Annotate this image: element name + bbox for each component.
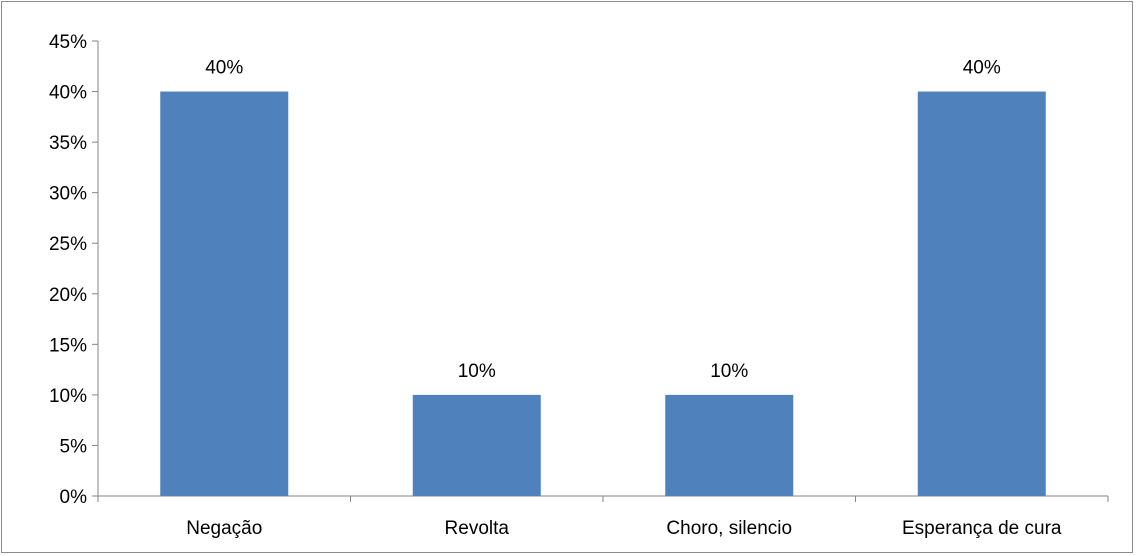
y-tick-label: 0% bbox=[60, 487, 88, 508]
y-tick-label: 20% bbox=[49, 285, 87, 306]
x-category-label: Choro, silencio bbox=[666, 518, 792, 539]
x-category-label: Negação bbox=[186, 518, 262, 539]
x-axis: Negação Revolta Choro, silencio Esperança d… bbox=[97, 495, 1109, 539]
bar bbox=[665, 394, 794, 496]
bar bbox=[412, 394, 541, 496]
bar bbox=[917, 91, 1046, 497]
bar-value-label: 40% bbox=[205, 58, 243, 79]
y-tick-label: 30% bbox=[49, 184, 87, 205]
x-category-label: Revolta bbox=[445, 518, 510, 539]
bar-value-label: 10% bbox=[458, 361, 496, 382]
y-tick-label: 15% bbox=[49, 335, 87, 356]
bar bbox=[160, 91, 289, 497]
x-category-label: Esperança de cura bbox=[902, 518, 1062, 539]
bar-value-label: 40% bbox=[963, 58, 1001, 79]
y-axis: 0% 5% 10% 15% 20% 25% 30% 35% 40% 45% bbox=[49, 32, 99, 508]
bar-value-label: 10% bbox=[710, 361, 748, 382]
y-tick-label: 5% bbox=[60, 436, 88, 457]
y-tick-label: 35% bbox=[49, 133, 87, 154]
y-tick-label: 10% bbox=[49, 386, 87, 407]
bars bbox=[160, 91, 1046, 497]
y-tick-label: 25% bbox=[49, 234, 87, 255]
data-labels: 40% 10% 10% 40% bbox=[205, 58, 1001, 382]
y-tick-label: 45% bbox=[49, 32, 87, 53]
y-tick-label: 40% bbox=[49, 83, 87, 104]
